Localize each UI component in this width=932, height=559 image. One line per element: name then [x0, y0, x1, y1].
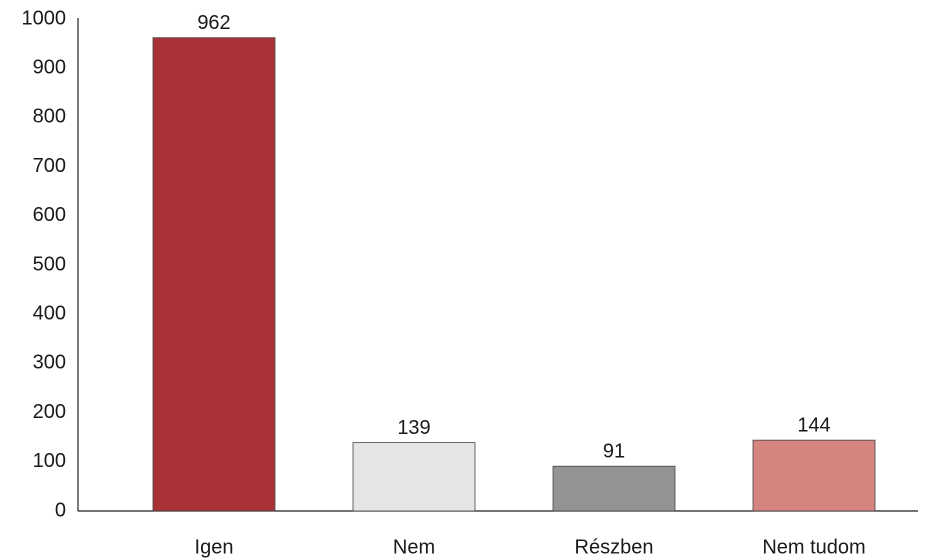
bar: [352, 442, 476, 512]
value-label: 91: [603, 441, 625, 463]
y-tick-label: 400: [33, 302, 66, 324]
y-tick-label: 1000: [22, 7, 67, 29]
x-tick-label: Igen: [195, 536, 234, 558]
value-label: 144: [797, 414, 830, 436]
y-tick-label: 0: [55, 499, 66, 521]
y-tick-label: 300: [33, 352, 66, 374]
y-tick-label: 800: [33, 106, 66, 128]
bar: [752, 439, 876, 512]
bar: [152, 37, 276, 512]
x-tick-label: Nem: [393, 536, 435, 558]
y-tick-label: 600: [33, 204, 66, 226]
y-tick-label: 500: [33, 253, 66, 275]
y-tick-label: 900: [33, 56, 66, 78]
value-label: 962: [197, 12, 230, 34]
bar: [552, 465, 676, 512]
x-tick-label: Nem tudom: [762, 536, 865, 558]
x-tick-label: Részben: [575, 536, 654, 558]
value-label: 139: [397, 417, 430, 439]
y-tick-label: 700: [33, 155, 66, 177]
y-tick-label: 200: [33, 401, 66, 423]
y-tick-label: 100: [33, 450, 66, 472]
